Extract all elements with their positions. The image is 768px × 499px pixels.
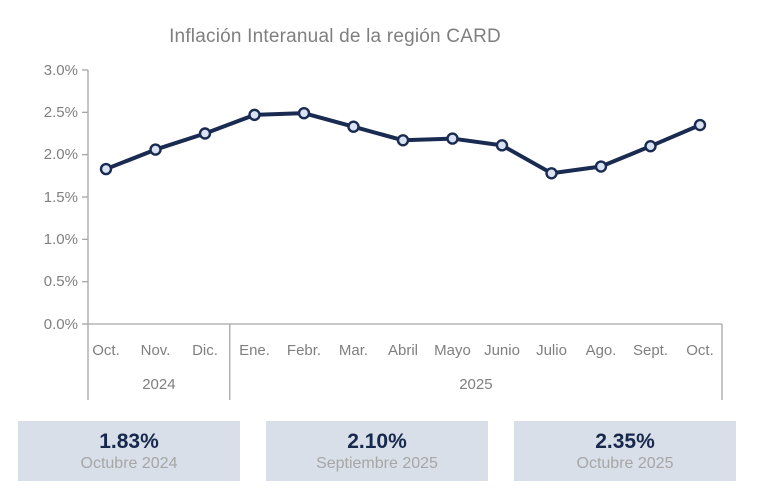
summary-card-oct-2025: 2.35% Octubre 2025 bbox=[514, 421, 736, 481]
data-point-marker bbox=[347, 120, 360, 133]
y-tick-label: 1.5% bbox=[43, 188, 78, 206]
data-point-marker bbox=[149, 143, 162, 156]
y-tick-label: 2.0% bbox=[43, 146, 78, 164]
month-tick-label: Oct. bbox=[686, 342, 714, 359]
data-point-marker bbox=[693, 118, 707, 132]
month-tick-label: Sept. bbox=[632, 342, 669, 359]
month-tick-label: Febr. bbox=[286, 342, 322, 359]
card-label: Octubre 2025 bbox=[576, 454, 674, 472]
year-group-label: 2025 bbox=[459, 376, 493, 393]
card-label: Octubre 2024 bbox=[80, 454, 178, 472]
data-point-marker bbox=[545, 167, 558, 180]
month-tick-label: Dic. bbox=[192, 342, 218, 359]
data-point-marker bbox=[495, 139, 509, 152]
summary-cards: 1.83% Octubre 2024 2.10% Septiembre 2025… bbox=[0, 421, 768, 481]
data-point-marker bbox=[248, 108, 261, 122]
month-tick-label: Oct. bbox=[92, 342, 120, 359]
y-tick-label: 2.5% bbox=[43, 103, 78, 121]
data-point-marker bbox=[198, 127, 212, 140]
data-point-marker bbox=[297, 106, 311, 120]
chart-title: Inflación Interanual de la región CARD bbox=[169, 26, 501, 47]
data-point-marker bbox=[396, 134, 410, 147]
month-tick-label: Mar. bbox=[338, 342, 369, 359]
month-tick-label: Julio bbox=[536, 342, 567, 359]
month-tick-label: Nov. bbox=[140, 342, 171, 359]
card-value: 2.10% bbox=[347, 429, 407, 453]
year-group-label: 2024 bbox=[142, 376, 176, 393]
y-tick-label: 0.0% bbox=[43, 315, 78, 333]
card-label: Septiembre 2025 bbox=[316, 454, 438, 472]
y-tick-label: 3.0% bbox=[43, 61, 78, 79]
month-tick-label: Ene. bbox=[239, 342, 270, 359]
card-value: 2.35% bbox=[595, 429, 655, 453]
y-tick-label: 0.5% bbox=[43, 273, 78, 291]
data-point-marker bbox=[99, 162, 113, 176]
summary-card-oct-2024: 1.83% Octubre 2024 bbox=[18, 421, 240, 481]
data-point-marker bbox=[644, 139, 657, 153]
line-chart-svg bbox=[82, 69, 723, 400]
month-tick-label: Ago. bbox=[585, 342, 617, 359]
month-tick-label: Mayo bbox=[434, 342, 471, 359]
data-point-marker bbox=[594, 160, 608, 173]
summary-card-sept-2025: 2.10% Septiembre 2025 bbox=[266, 421, 488, 481]
month-tick-label: Abril bbox=[387, 342, 419, 359]
card-value: 1.83% bbox=[99, 429, 159, 453]
month-tick-label: Junio bbox=[484, 342, 520, 359]
data-point-marker bbox=[446, 132, 459, 145]
y-tick-label: 1.0% bbox=[43, 230, 78, 248]
